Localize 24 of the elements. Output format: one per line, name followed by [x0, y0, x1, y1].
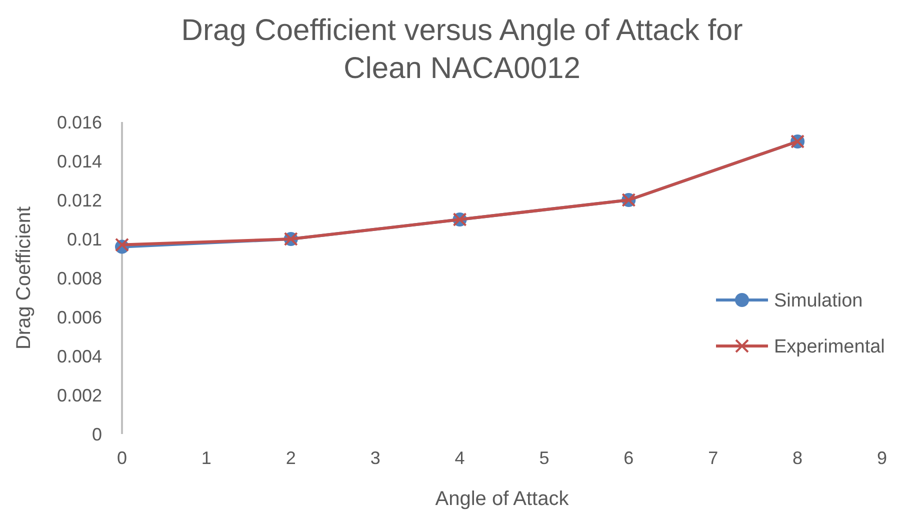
x-tick-label: 6 [624, 448, 634, 468]
x-axis-title: Angle of Attack [435, 488, 570, 510]
y-tick-label: 0.006 [56, 307, 102, 328]
x-tick-label: 0 [116, 448, 128, 468]
y-tick-label: 0.014 [56, 151, 102, 172]
y-tick-label: 0.002 [56, 385, 102, 406]
x-tick-label: 2 [286, 448, 296, 468]
x-tick-label: 3 [370, 448, 380, 468]
y-tick-label: 0.004 [56, 346, 102, 366]
y-tick-label: 0.01 [66, 229, 102, 250]
chart-title: Drag Coefficient versus Angle of Attack for Clean NACA0012 [181, 14, 743, 85]
y-tick-label: 0.012 [56, 190, 102, 210]
x-tick-label: 9 [876, 448, 888, 468]
legend-label: Simulation [774, 290, 863, 312]
y-axis-title: Drag Coefficient [13, 206, 35, 350]
legend-label: Experimental [774, 336, 885, 358]
x-tick-label: 7 [708, 448, 718, 468]
x-tick-label: 8 [792, 448, 803, 468]
y-tick-label: 0.016 [56, 112, 102, 132]
x-tick-label: 1 [201, 448, 212, 468]
x-tick-label: 4 [454, 448, 465, 468]
x-tick-label: 5 [539, 448, 550, 468]
y-tick-label: 0 [92, 424, 102, 444]
y-tick-label: 0.008 [56, 268, 102, 288]
